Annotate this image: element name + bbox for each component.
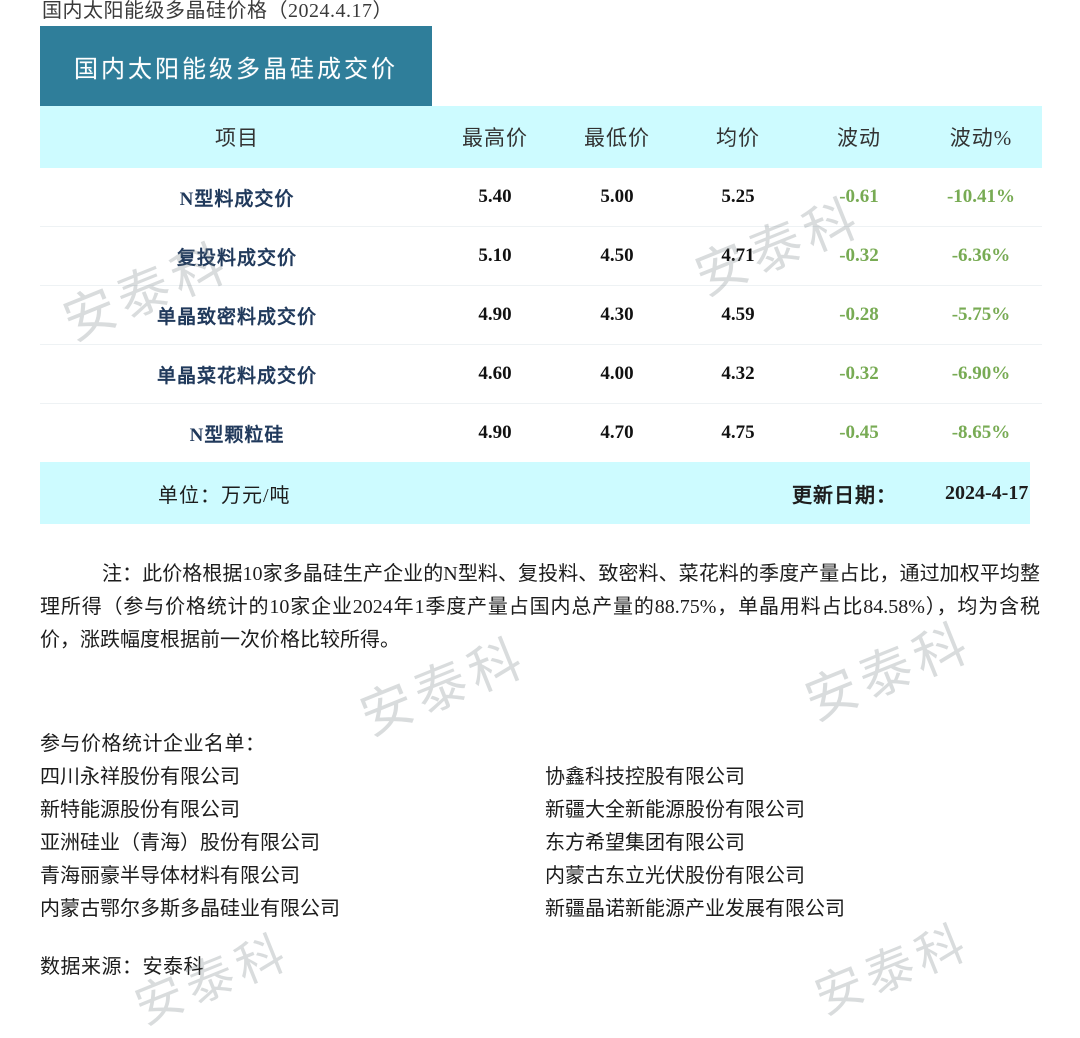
- row-change: -0.32: [798, 344, 920, 404]
- list-item: 四川永祥股份有限公司: [40, 766, 240, 788]
- list-item: 新疆晶诺新能源产业发展有限公司: [545, 898, 845, 920]
- row-low: 4.00: [556, 344, 678, 404]
- column-header-change-pct: 波动%: [949, 126, 1013, 150]
- column-header-low: 最低价: [584, 126, 650, 150]
- row-high: 4.90: [478, 422, 512, 443]
- price-table-card: 国内太阳能级多晶硅成交价 项目 最高价 最低价 均价 波动 波动% N型料成交价…: [40, 26, 1042, 524]
- row-name: 单晶致密料成交价: [40, 285, 434, 345]
- company-list-section: 参与价格统计企业名单： 四川永祥股份有限公司 新特能源股份有限公司 亚洲硅业（青…: [40, 728, 1040, 920]
- list-item: 内蒙古东立光伏股份有限公司: [545, 865, 805, 887]
- row-change-pct: -5.75%: [920, 285, 1042, 345]
- row-change-pct: -8.65%: [951, 422, 1011, 443]
- row-average: 4.32: [678, 344, 798, 404]
- price-table: 项目 最高价 最低价 均价 波动 波动% N型料成交价 5.40 5.00 5.…: [40, 106, 1042, 462]
- note-paragraph: 注：此价格根据10家多晶硅生产企业的N型料、复投料、致密料、菜花料的季度产量占比…: [40, 563, 1040, 651]
- card-footer: 单位：万元/吨 更新日期： 2024-4-17: [40, 462, 1030, 524]
- list-item: 内蒙古鄂尔多斯多晶硅业有限公司: [40, 898, 340, 920]
- update-date-value: 2024-4-17: [945, 481, 1029, 504]
- row-change-pct: -6.36%: [920, 226, 1042, 286]
- card-banner-title: 国内太阳能级多晶硅成交价: [74, 56, 398, 83]
- row-low: 4.70: [600, 422, 634, 443]
- update-date-label: 更新日期：: [792, 484, 897, 507]
- list-item: 青海丽豪半导体材料有限公司: [40, 865, 300, 887]
- row-low: 4.50: [556, 226, 678, 286]
- row-average: 4.59: [678, 285, 798, 345]
- row-high: 4.60: [434, 344, 556, 404]
- row-average: 4.71: [678, 226, 798, 286]
- data-source-label: 数据来源：安泰科: [40, 956, 204, 978]
- row-name: N型料成交价: [40, 168, 434, 227]
- company-list-right-column: 协鑫科技控股有限公司 新疆大全新能源股份有限公司 东方希望集团有限公司 内蒙古东…: [545, 761, 1040, 926]
- row-high: 4.90: [434, 285, 556, 345]
- row-average: 5.25: [678, 168, 798, 227]
- column-header-change: 波动: [837, 126, 881, 150]
- row-name: 单晶菜花料成交价: [40, 344, 434, 404]
- list-item: 新疆大全新能源股份有限公司: [545, 799, 805, 821]
- row-low: 5.00: [556, 168, 678, 227]
- list-item: 东方希望集团有限公司: [545, 832, 745, 854]
- row-name: N型颗粒硅: [189, 424, 285, 446]
- row-change-pct: -6.90%: [920, 344, 1042, 404]
- unit-label: 单位：万元/吨: [158, 484, 291, 507]
- row-average: 4.75: [721, 422, 755, 443]
- table-header-row: 项目 最高价 最低价 均价 波动 波动%: [40, 106, 1042, 168]
- row-change-pct: -10.41%: [920, 168, 1042, 227]
- row-change: -0.32: [798, 226, 920, 286]
- row-high: 5.10: [434, 226, 556, 286]
- price-table-body: N型料成交价 5.40 5.00 5.25 -0.61 -10.41% 复投料成…: [40, 168, 1042, 462]
- row-change: -0.61: [798, 168, 920, 227]
- card-banner: 国内太阳能级多晶硅成交价: [40, 26, 432, 106]
- list-item: 亚洲硅业（青海）股份有限公司: [40, 832, 320, 854]
- column-header-item: 项目: [215, 126, 259, 150]
- row-change: -0.28: [798, 285, 920, 345]
- table-row: N型料成交价 5.40 5.00 5.25 -0.61 -10.41%: [40, 168, 1042, 227]
- row-low: 4.30: [556, 285, 678, 345]
- column-header-high: 最高价: [462, 126, 528, 150]
- company-list-left-column: 四川永祥股份有限公司 新特能源股份有限公司 亚洲硅业（青海）股份有限公司 青海丽…: [40, 761, 540, 926]
- company-list-heading: 参与价格统计企业名单：: [40, 733, 266, 755]
- table-row: 单晶致密料成交价 4.90 4.30 4.59 -0.28 -5.75%: [40, 285, 1042, 345]
- row-name: 复投料成交价: [40, 226, 434, 286]
- page-title: 国内太阳能级多晶硅价格（2024.4.17）: [42, 0, 393, 22]
- table-row: 复投料成交价 5.10 4.50 4.71 -0.32 -6.36%: [40, 226, 1042, 286]
- table-row: N型颗粒硅 4.90 4.70 4.75 -0.45 -8.65%: [40, 403, 1042, 462]
- list-item: 新特能源股份有限公司: [40, 799, 240, 821]
- column-header-average: 均价: [716, 126, 760, 150]
- table-row: 单晶菜花料成交价 4.60 4.00 4.32 -0.32 -6.90%: [40, 344, 1042, 404]
- row-change: -0.45: [839, 422, 879, 443]
- list-item: 协鑫科技控股有限公司: [545, 766, 745, 788]
- price-table-head: 项目 最高价 最低价 均价 波动 波动%: [40, 106, 1042, 168]
- row-high: 5.40: [434, 168, 556, 227]
